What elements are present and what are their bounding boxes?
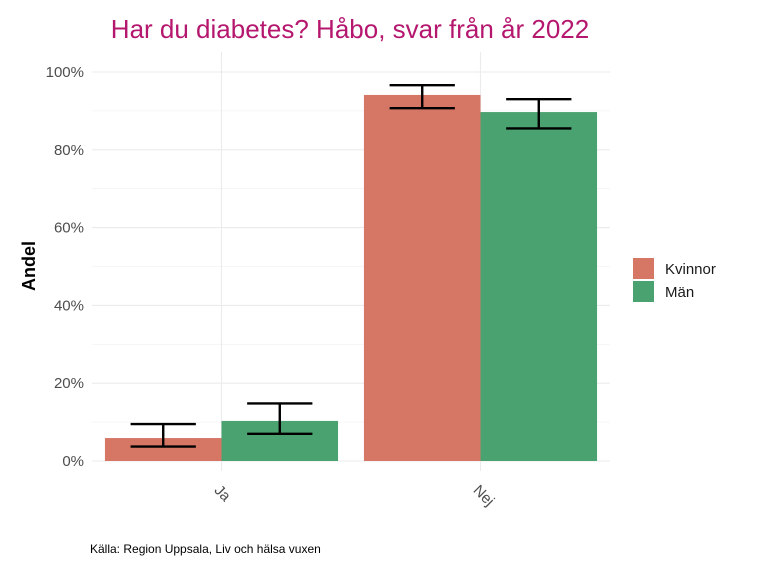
legend-swatch [633, 258, 654, 279]
x-tick-label: Nej [470, 482, 498, 510]
y-axis-label: Andel [19, 241, 39, 291]
bar [363, 94, 481, 462]
legend-label: Män [665, 284, 694, 301]
error-bar [247, 402, 313, 435]
error-bar [389, 84, 455, 110]
legend: Kvinnor Män [633, 258, 716, 302]
caption: Källa: Region Uppsala, Liv och hälsa vux… [90, 542, 321, 556]
x-axis-ticks: Ja Nej [211, 482, 498, 510]
bar [104, 438, 222, 461]
y-tick-label: 60% [54, 220, 84, 237]
legend-label: Kvinnor [665, 261, 716, 278]
error-bar [130, 422, 196, 448]
error-bar [506, 98, 572, 130]
bars [104, 94, 598, 462]
y-axis-ticks: 0% 20% 40% 60% 80% 100% [46, 64, 84, 470]
y-tick-label: 0% [62, 453, 84, 470]
bar [480, 112, 598, 461]
y-tick-label: 40% [54, 297, 84, 314]
y-tick-label: 20% [54, 375, 84, 392]
error-bars [130, 84, 572, 448]
legend-swatch [633, 281, 654, 302]
chart-title: Har du diabetes? Håbo, svar från år 2022 [111, 14, 589, 44]
x-tick-label: Ja [211, 482, 235, 506]
y-tick-label: 100% [46, 64, 84, 81]
y-tick-label: 80% [54, 142, 84, 159]
